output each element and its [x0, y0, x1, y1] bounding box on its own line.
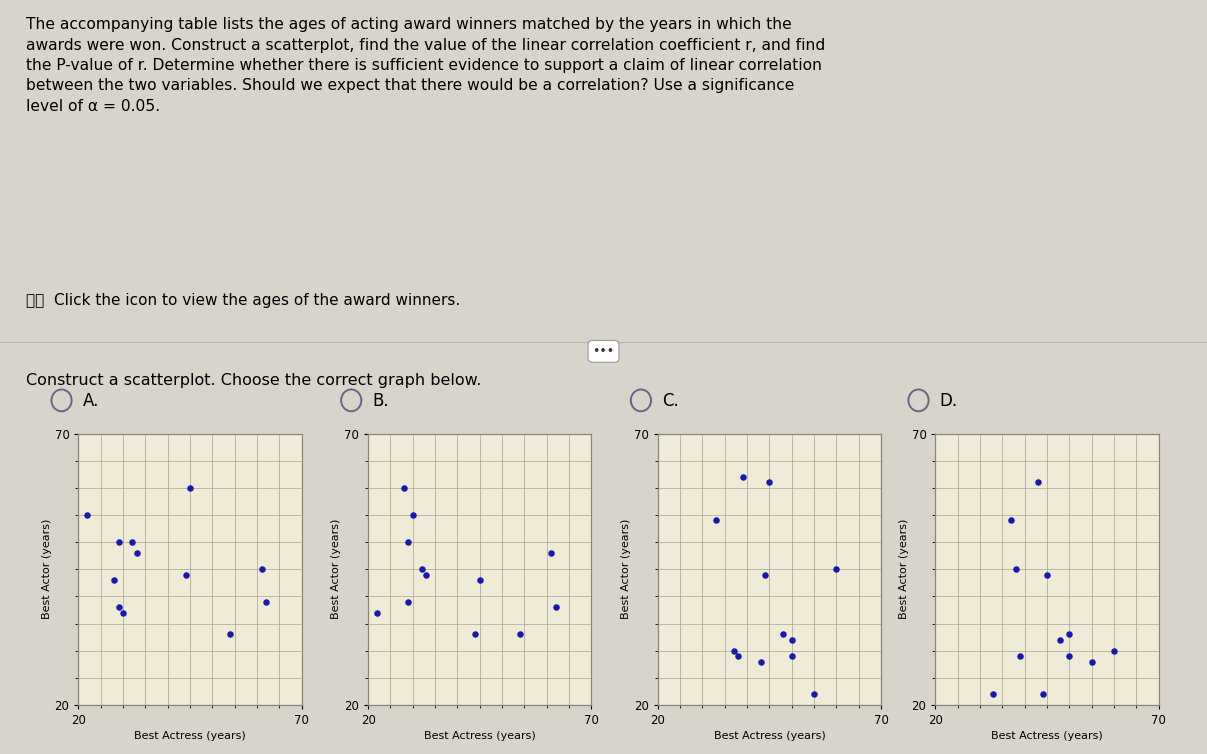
- X-axis label: Best Actress (years): Best Actress (years): [424, 731, 536, 741]
- Point: [221, 628, 240, 640]
- Point: [1083, 655, 1102, 667]
- Point: [398, 536, 418, 548]
- Point: [367, 607, 386, 619]
- Point: [774, 628, 793, 640]
- Point: [122, 536, 141, 548]
- Point: [724, 645, 744, 657]
- Point: [412, 563, 431, 575]
- Point: [1037, 569, 1057, 581]
- Point: [127, 547, 146, 559]
- Point: [466, 628, 485, 640]
- Point: [1104, 645, 1124, 657]
- Y-axis label: Best Actor (years): Best Actor (years): [42, 519, 52, 620]
- Point: [403, 509, 422, 521]
- Point: [804, 688, 823, 700]
- X-axis label: Best Actress (years): Best Actress (years): [134, 731, 246, 741]
- Point: [782, 634, 801, 646]
- Point: [546, 601, 565, 613]
- Point: [256, 596, 275, 608]
- Point: [109, 601, 128, 613]
- Point: [751, 655, 770, 667]
- Point: [827, 563, 846, 575]
- Text: A.: A.: [82, 392, 99, 410]
- Y-axis label: Best Actor (years): Best Actor (years): [332, 519, 342, 620]
- Point: [105, 574, 124, 586]
- Y-axis label: Best Actor (years): Best Actor (years): [622, 519, 631, 620]
- Text: B.: B.: [372, 392, 389, 410]
- Text: D.: D.: [940, 392, 958, 410]
- X-axis label: Best Actress (years): Best Actress (years): [991, 731, 1103, 741]
- Point: [416, 569, 436, 581]
- Point: [1060, 650, 1079, 662]
- Point: [1007, 563, 1026, 575]
- Point: [1033, 688, 1053, 700]
- Text: The accompanying table lists the ages of acting award winners matched by the yea: The accompanying table lists the ages of…: [27, 17, 826, 114]
- Point: [109, 536, 128, 548]
- Text: ⬛⬛  Click the icon to view the ages of the award winners.: ⬛⬛ Click the icon to view the ages of th…: [27, 293, 461, 308]
- Text: Construct a scatterplot. Choose the correct graph below.: Construct a scatterplot. Choose the corr…: [27, 373, 482, 388]
- Point: [729, 650, 748, 662]
- Point: [733, 471, 752, 483]
- Point: [706, 514, 725, 526]
- Point: [984, 688, 1003, 700]
- Point: [782, 650, 801, 662]
- X-axis label: Best Actress (years): Best Actress (years): [713, 731, 826, 741]
- Point: [395, 482, 414, 494]
- Point: [176, 569, 196, 581]
- Point: [756, 569, 775, 581]
- Point: [1060, 628, 1079, 640]
- Point: [1010, 650, 1030, 662]
- Point: [1002, 514, 1021, 526]
- Point: [252, 563, 272, 575]
- Point: [113, 607, 133, 619]
- Point: [1028, 477, 1048, 489]
- Point: [1051, 634, 1071, 646]
- Text: C.: C.: [663, 392, 678, 410]
- Point: [471, 574, 490, 586]
- Point: [511, 628, 530, 640]
- Point: [398, 596, 418, 608]
- Point: [181, 482, 200, 494]
- Point: [77, 509, 97, 521]
- Point: [760, 477, 780, 489]
- Text: •••: •••: [593, 345, 614, 358]
- Point: [542, 547, 561, 559]
- Y-axis label: Best Actor (years): Best Actor (years): [899, 519, 909, 620]
